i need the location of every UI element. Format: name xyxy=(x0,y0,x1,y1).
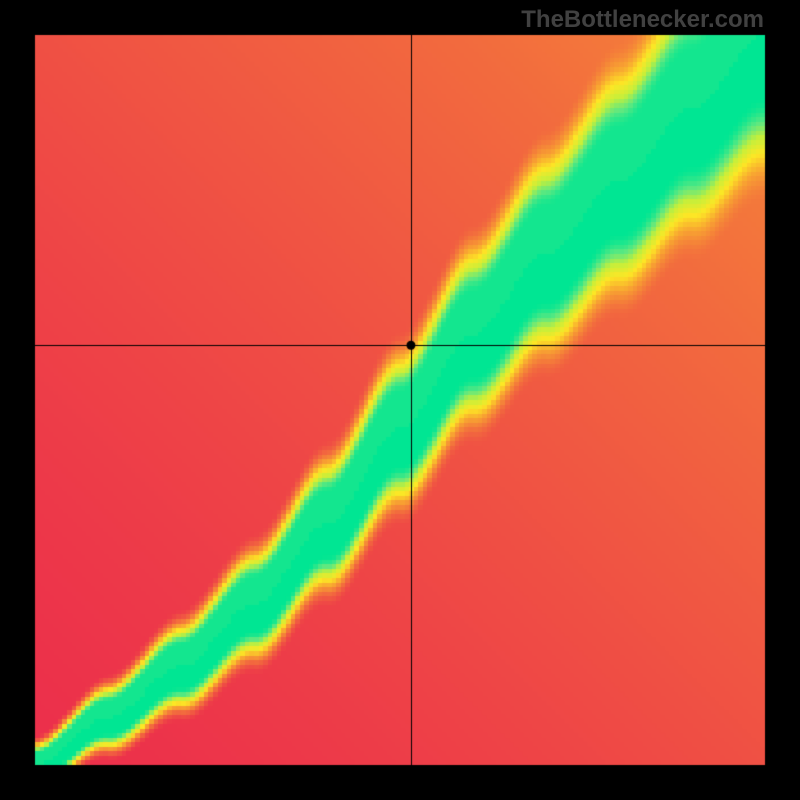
heatmap-canvas xyxy=(0,0,800,800)
chart-container: TheBottlenecker.com xyxy=(0,0,800,800)
watermark-text: TheBottlenecker.com xyxy=(521,6,764,34)
